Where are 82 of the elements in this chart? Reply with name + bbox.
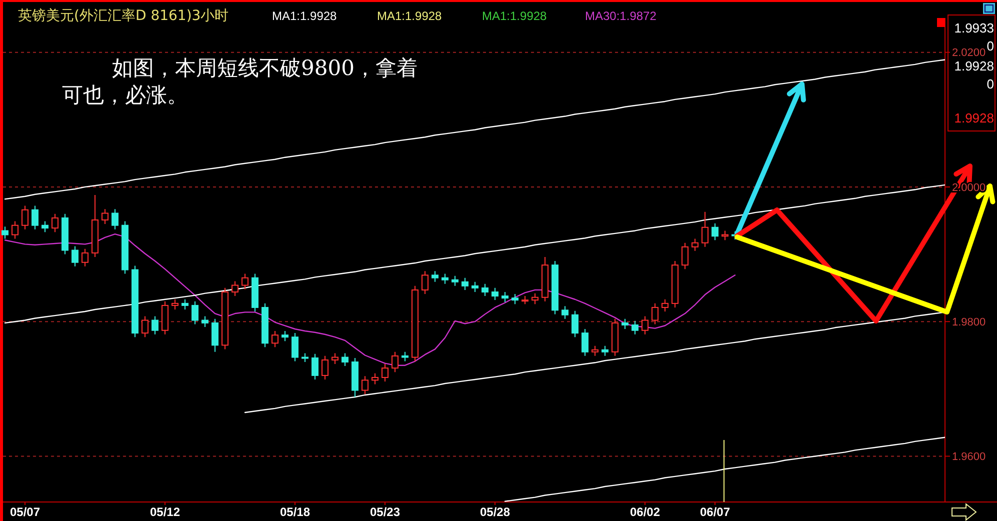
candlestick bbox=[112, 208, 118, 230]
line-series bbox=[4, 184, 945, 324]
text: 1.9928 bbox=[954, 110, 994, 126]
candlestick bbox=[142, 316, 148, 338]
candlestick bbox=[292, 332, 298, 362]
candlestick bbox=[382, 364, 388, 382]
candlestick bbox=[372, 372, 378, 385]
candlestick bbox=[622, 318, 628, 330]
candlestick bbox=[492, 287, 498, 301]
candlestick bbox=[242, 273, 248, 290]
candlestick bbox=[642, 316, 648, 335]
candlestick bbox=[602, 345, 608, 356]
candlestick bbox=[342, 352, 348, 367]
x-tick-label: 06/02 bbox=[630, 505, 660, 519]
y-tick-label: 2.0200 bbox=[952, 47, 986, 60]
candlestick bbox=[482, 283, 488, 297]
candlestick bbox=[2, 226, 8, 240]
candlestick bbox=[362, 376, 368, 395]
candlestick bbox=[392, 351, 398, 373]
candlestick bbox=[422, 270, 428, 294]
text: 0 bbox=[986, 38, 994, 54]
x-tick-label: 05/12 bbox=[150, 505, 180, 519]
candlestick bbox=[702, 211, 708, 248]
candlestick bbox=[462, 277, 468, 290]
candlestick bbox=[472, 281, 478, 292]
text: 1.9928 bbox=[954, 58, 994, 74]
candlestick bbox=[212, 318, 218, 352]
candlestick bbox=[532, 292, 538, 305]
candlestick bbox=[692, 238, 698, 252]
candlestick bbox=[182, 298, 188, 310]
candlestick bbox=[572, 310, 578, 338]
y-tick-label: 1.9800 bbox=[952, 316, 986, 328]
line-series bbox=[504, 436, 945, 502]
annotation: MA1:1.9928 bbox=[377, 9, 442, 23]
candlestick bbox=[652, 302, 658, 325]
x-tick-label: 05/07 bbox=[10, 505, 40, 519]
text: 1.9933 bbox=[954, 20, 994, 36]
candlestick bbox=[52, 213, 58, 233]
candlestick bbox=[632, 320, 638, 335]
x-tick-label: 05/18 bbox=[280, 505, 310, 519]
candlestick bbox=[32, 205, 38, 230]
candlestick bbox=[332, 352, 338, 365]
candlestick bbox=[42, 220, 48, 233]
candlestick bbox=[712, 222, 718, 241]
candlestick bbox=[322, 355, 328, 380]
candlestick bbox=[152, 316, 158, 335]
candlestick bbox=[282, 330, 288, 342]
chart-title: 英镑美元(外汇汇率D 8161)3小时 bbox=[18, 8, 229, 24]
y-tick-label: 1.9600 bbox=[952, 451, 986, 464]
candlestick bbox=[442, 273, 448, 284]
annotation: MA1:1.9928 bbox=[482, 9, 548, 23]
candlestick bbox=[562, 306, 568, 320]
candlestick bbox=[12, 220, 18, 240]
candlestick bbox=[202, 316, 208, 328]
candlestick bbox=[582, 328, 588, 356]
candlestick bbox=[22, 205, 28, 230]
candlestick bbox=[722, 230, 728, 241]
x-tick-label: 05/28 bbox=[480, 505, 510, 519]
line-series bbox=[4, 59, 945, 200]
candlestick bbox=[192, 300, 198, 325]
candlestick bbox=[102, 208, 108, 224]
candlestick bbox=[662, 298, 668, 312]
x-tick-label: 06/07 bbox=[700, 505, 730, 519]
candlestick bbox=[432, 270, 438, 282]
candlestick bbox=[272, 330, 278, 348]
candlestick bbox=[232, 280, 238, 297]
annotation: 如图，本周短线不破9800，拿着 bbox=[112, 56, 418, 80]
candlestick bbox=[402, 351, 408, 362]
candlestick bbox=[72, 246, 78, 267]
x-tick-label: 05/23 bbox=[370, 505, 400, 519]
candlestick bbox=[82, 248, 88, 267]
candlestick bbox=[682, 242, 688, 270]
text: 0 bbox=[986, 76, 994, 92]
candlestick bbox=[592, 345, 598, 356]
annotation: 可也，必涨。 bbox=[62, 83, 188, 107]
candlestick bbox=[312, 353, 318, 380]
candlestick bbox=[172, 298, 178, 310]
candlestick bbox=[512, 293, 518, 305]
annotation: MA30:1.9872 bbox=[585, 9, 657, 23]
candlestick bbox=[452, 275, 458, 286]
annotation: MA1:1.9928 bbox=[272, 9, 338, 23]
candlestick bbox=[502, 291, 508, 303]
